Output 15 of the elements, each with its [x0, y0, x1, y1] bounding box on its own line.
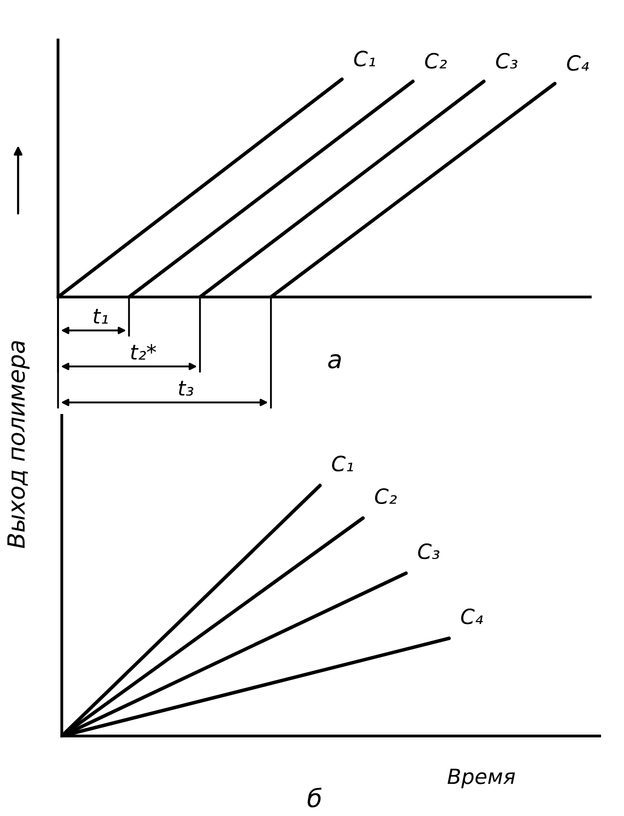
series-label: C₁	[332, 456, 353, 472]
series-label: C₂	[425, 52, 447, 69]
text: t₂*	[131, 344, 156, 360]
text: а	[328, 354, 341, 369]
x-axis-title: Время	[448, 768, 515, 788]
y-axis-title: Выход полимера	[7, 341, 30, 548]
text: t₁	[94, 308, 108, 324]
series-label: C₃	[496, 52, 518, 69]
series-label: C₄	[461, 608, 483, 624]
series-label: C₄	[567, 55, 589, 71]
series-label: C₁	[354, 50, 376, 66]
text: t₃	[178, 380, 194, 396]
series-label: C₃	[418, 543, 440, 560]
text: б	[308, 788, 322, 808]
series-label: C₂	[375, 488, 397, 504]
